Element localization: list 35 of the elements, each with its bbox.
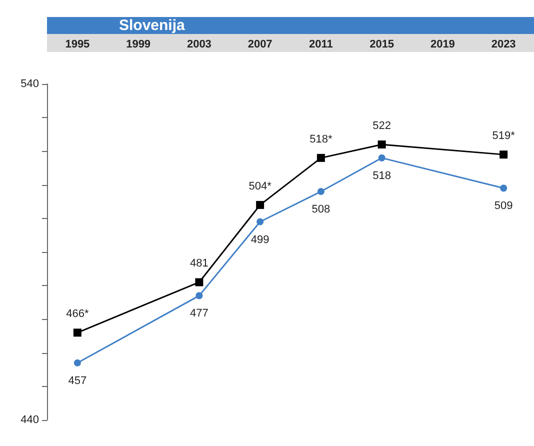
x-tick-label: 1995: [65, 38, 90, 50]
y-tick-label: 440: [20, 414, 39, 426]
point: [256, 200, 264, 209]
point: [378, 154, 386, 162]
data-label: 457: [68, 374, 87, 387]
x-tick-label: 1999: [126, 38, 151, 50]
point: [74, 359, 81, 366]
x-tick-label: 2023: [491, 38, 516, 50]
point: [195, 278, 204, 286]
data-label: 522: [372, 120, 391, 132]
data-label: 519*: [492, 130, 516, 142]
point: [500, 150, 508, 159]
point: [500, 184, 508, 192]
x-tick-label: 2011: [309, 38, 333, 50]
chart-title: Slovenija: [47, 17, 534, 34]
data-label: 509: [494, 200, 513, 212]
x-tick-label: 2003: [186, 38, 212, 50]
data-label: 504*: [248, 180, 272, 192]
data-label: 481: [190, 258, 208, 270]
point: [256, 218, 264, 226]
point: [196, 292, 203, 300]
x-tick-label: 2019: [430, 38, 455, 50]
point: [73, 328, 82, 337]
data-label: 466*: [66, 308, 90, 320]
data-label: 477: [190, 308, 208, 320]
data-label: 499: [250, 234, 270, 246]
point: [317, 188, 324, 196]
x-tick-label: 2007: [248, 38, 272, 50]
data-label: 508: [312, 204, 330, 216]
x-tick-label: 2015: [370, 38, 394, 50]
data-label: 518*: [310, 133, 333, 146]
point: [378, 140, 386, 148]
data-label: 518: [372, 170, 391, 182]
y-tick-label: 540: [20, 78, 39, 90]
point: [316, 154, 325, 162]
